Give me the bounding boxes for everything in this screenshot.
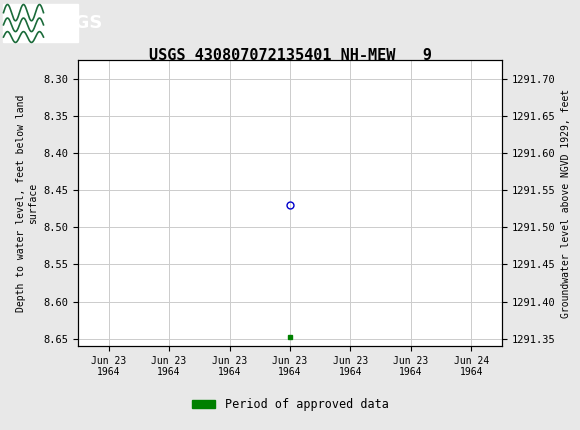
Text: USGS: USGS <box>48 14 103 31</box>
Y-axis label: Depth to water level, feet below land
surface: Depth to water level, feet below land su… <box>16 95 38 312</box>
Text: USGS 430807072135401 NH-MEW   9: USGS 430807072135401 NH-MEW 9 <box>148 48 432 62</box>
Legend: Period of approved data: Period of approved data <box>187 393 393 415</box>
FancyBboxPatch shape <box>3 3 78 42</box>
Y-axis label: Groundwater level above NGVD 1929, feet: Groundwater level above NGVD 1929, feet <box>561 89 571 318</box>
